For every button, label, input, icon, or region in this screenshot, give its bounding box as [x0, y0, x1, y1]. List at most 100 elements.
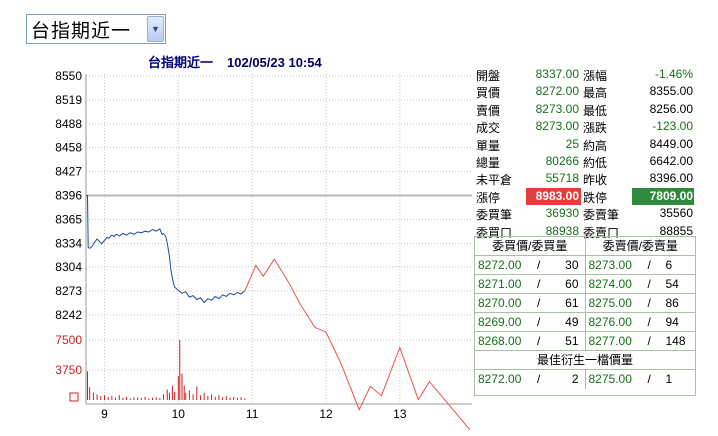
- limit-up-box: [526, 187, 581, 205]
- info-label: 總量: [476, 155, 501, 170]
- chart-header: 台指期近一 102/05/23 10:54: [148, 52, 322, 71]
- info-value: 7809.00: [649, 188, 693, 203]
- info-row: 漲停 8983.00 跌停 7809.00: [474, 187, 697, 205]
- order-book-row: 8268.00 / 51 8277.00 / 148: [475, 332, 695, 351]
- limit-down-box: [632, 187, 694, 205]
- bid-price: 8269.00: [478, 315, 522, 329]
- price-line: [86, 195, 246, 304]
- info-row: 成交 8273.00 漲跌 -123.00: [474, 118, 697, 135]
- info-row: 單量 25 約高 8449.00: [474, 136, 697, 153]
- separator: /: [537, 296, 541, 310]
- info-label: 約高: [583, 138, 608, 153]
- info-value: 8256.00: [649, 101, 693, 116]
- volume-tick-label: 3750: [55, 363, 82, 377]
- order-book: 委買價/委買量 委賣價/委賣量 8272.00 / 30 8273.00 / 6 8271.…: [474, 236, 696, 396]
- info-label: 昨收: [583, 173, 608, 188]
- price-tick-label: 8427: [55, 164, 82, 178]
- info-value: 8272.00: [535, 84, 579, 99]
- separator: /: [537, 258, 541, 272]
- price-tick-label: 8488: [55, 117, 82, 131]
- ask-qty: 54: [665, 277, 679, 291]
- info-label: 最低: [583, 103, 608, 118]
- info-value: 88938: [545, 223, 579, 238]
- separator: /: [537, 315, 541, 329]
- price-tick-label: 8334: [55, 237, 82, 251]
- bid-qty: 51: [565, 334, 579, 348]
- order-book-row: 8270.00 / 61 8275.00 / 86: [475, 294, 695, 313]
- time-tick-label: 11: [246, 407, 259, 421]
- info-label: 委賣筆: [583, 208, 620, 223]
- separator: /: [647, 296, 651, 310]
- volume-marker-icon: [69, 392, 79, 402]
- info-value: 36930: [545, 206, 579, 221]
- info-row: 買價 8272.00 最高 8355.00: [474, 83, 697, 100]
- bid-qty: 60: [565, 277, 579, 291]
- volume-tick-label: 7500: [55, 333, 82, 347]
- separator: /: [647, 315, 651, 329]
- order-book-header: 委買價/委買量 委賣價/委賣量: [475, 237, 695, 256]
- separator: /: [647, 334, 651, 348]
- price-chart: 8550 8519 8488 8458 8427 8396 8365 8334 8304 8273…: [55, 69, 473, 431]
- bid-qty: 61: [565, 296, 579, 310]
- info-value: -123.00: [652, 119, 693, 134]
- time-tick-label: 9: [101, 407, 108, 421]
- info-value: 8355.00: [649, 84, 693, 99]
- bid-header: 委買價/委買量: [475, 237, 586, 255]
- info-label: 單量: [476, 138, 501, 153]
- info-value: 25: [565, 136, 579, 151]
- info-value: 8337.00: [535, 67, 579, 81]
- best-bid-qty: 2: [571, 372, 579, 386]
- info-value: 8273.00: [535, 101, 579, 116]
- info-label: 未平倉: [476, 173, 513, 188]
- chevron-down-icon[interactable]: ▼: [147, 16, 164, 42]
- ask-price: 8276.00: [588, 315, 632, 329]
- info-label: 跌停: [583, 190, 608, 205]
- best-level-row: 8272.00 / 2 8275.00 / 1: [475, 370, 695, 389]
- contract-select[interactable]: 台指期近一 ▼: [26, 14, 166, 44]
- info-value: 8396.00: [649, 171, 693, 186]
- info-label: 委買筆: [476, 208, 513, 223]
- order-book-row: 8271.00 / 60 8274.00 / 54: [475, 275, 695, 294]
- order-book-row: 8269.00 / 49 8276.00 / 94: [475, 313, 695, 332]
- time-tick-label: 10: [172, 407, 186, 421]
- info-value: 55718: [545, 171, 579, 186]
- ask-qty: 6: [665, 258, 673, 272]
- separator: /: [647, 258, 651, 272]
- bid-qty: 49: [565, 315, 579, 329]
- info-label: 漲跌: [583, 121, 608, 136]
- price-tick-label: 8458: [55, 140, 82, 154]
- price-tick-label: 8550: [55, 69, 82, 83]
- separator: /: [537, 334, 541, 348]
- separator: /: [537, 372, 541, 386]
- forecast-line: [244, 258, 471, 431]
- chart-area: [85, 73, 473, 405]
- info-label: 開盤: [476, 69, 501, 83]
- ask-price: 8275.00: [588, 296, 632, 310]
- separator: /: [647, 372, 651, 386]
- order-book-row: 8272.00 / 30 8273.00 / 6: [475, 256, 695, 275]
- info-value: 8273.00: [535, 119, 579, 134]
- price-tick-label: 8365: [55, 213, 82, 227]
- price-tick-label: 8242: [55, 308, 82, 322]
- bid-price: 8270.00: [478, 296, 522, 310]
- info-row: 未平倉 55718 昨收 8396.00: [474, 170, 697, 187]
- ask-price: 8277.00: [588, 334, 632, 348]
- bid-price: 8272.00: [478, 258, 522, 272]
- contract-select-value: 台指期近一: [31, 19, 132, 42]
- ask-header: 委賣價/委賣量: [602, 239, 678, 253]
- ask-price: 8274.00: [588, 277, 632, 291]
- ask-qty: 86: [665, 296, 679, 310]
- info-row: 開盤 8337.00 漲幅 -1.46%: [474, 66, 697, 83]
- chart-title: 台指期近一: [148, 55, 214, 70]
- chart-datetime: 102/05/23 10:54: [227, 55, 322, 70]
- info-value: 8983.00: [535, 188, 579, 203]
- info-label: 漲幅: [583, 69, 608, 83]
- bid-price: 8271.00: [478, 277, 522, 291]
- info-value: 88855: [659, 223, 693, 238]
- price-tick-label: 8273: [55, 284, 82, 298]
- info-label: 約低: [583, 155, 608, 170]
- price-tick-label: 8304: [55, 260, 82, 274]
- time-tick-label: 12: [319, 407, 333, 421]
- best-level-header: 最佳衍生一檔價量: [475, 351, 695, 370]
- bid-qty: 30: [565, 258, 579, 272]
